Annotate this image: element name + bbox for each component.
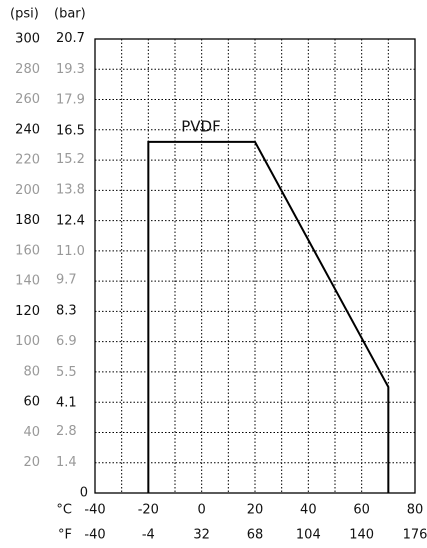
x2-tick-label: 104	[296, 528, 321, 543]
y-tick-label: 40	[23, 425, 40, 440]
y-tick-label: 260	[15, 92, 40, 107]
y-tick-label: 220	[15, 153, 40, 168]
y-tick-label: 160	[15, 243, 40, 258]
x-tick-label: 0	[198, 503, 206, 518]
x2-tick-label: 68	[247, 528, 264, 543]
y-tick-label: 20	[23, 455, 40, 470]
y-tick-label: 100	[15, 334, 40, 349]
x2-tick-label: 140	[349, 528, 374, 543]
series-line	[147, 140, 390, 493]
x-tick-label: 60	[353, 503, 370, 518]
x2-tick-label: -40	[84, 528, 105, 543]
y-tick-label: 80	[23, 364, 40, 379]
y2-tick-label: 16.5	[56, 123, 85, 138]
plot-frame	[94, 38, 416, 494]
y2-tick-label: 8.3	[56, 303, 77, 318]
x2-axis-label: °F	[58, 528, 72, 543]
y2-tick-label: 6.9	[56, 334, 77, 349]
x-axis-label: °C	[56, 503, 72, 518]
y2-tick-label: 5.5	[56, 365, 77, 380]
y2-tick-label: 15.2	[56, 152, 85, 167]
y-tick-label: 200	[15, 183, 40, 198]
y2-tick-label: 0	[80, 486, 88, 501]
annotation: PVDF	[181, 118, 221, 136]
y-tick-label: 300	[15, 32, 40, 47]
y2-tick-label: 12.4	[56, 213, 85, 228]
x-tick-label: 80	[407, 503, 424, 518]
y2-tick-label: 9.7	[56, 273, 77, 288]
x2-tick-label: -4	[142, 528, 155, 543]
y2-tick-label: 4.1	[56, 395, 77, 410]
y2-tick-label: 13.8	[56, 183, 85, 198]
y-tick-label: 140	[15, 274, 40, 289]
y-tick-label: 280	[15, 62, 40, 77]
y-axis-label: (psi)	[10, 7, 39, 22]
x-tick-label: -20	[138, 503, 159, 518]
y-tick-label: 120	[15, 304, 40, 319]
y2-tick-label: 1.4	[56, 455, 77, 470]
x-tick-label: 20	[247, 503, 264, 518]
y2-tick-label: 20.7	[56, 31, 85, 46]
y2-tick-label: 11.0	[56, 244, 85, 259]
x-tick-label: 40	[300, 503, 317, 518]
y2-tick-label: 17.9	[56, 93, 85, 108]
y-tick-label: 60	[23, 395, 40, 410]
y-tick-label: 240	[15, 122, 40, 137]
x2-tick-label: 32	[193, 528, 210, 543]
x-tick-label: -40	[84, 503, 105, 518]
x2-tick-label: 176	[403, 528, 427, 543]
y2-tick-label: 2.8	[56, 424, 77, 439]
y-tick-label: 180	[15, 213, 40, 228]
y2-axis-label: (bar)	[54, 7, 86, 22]
y2-tick-label: 19.3	[56, 62, 85, 77]
